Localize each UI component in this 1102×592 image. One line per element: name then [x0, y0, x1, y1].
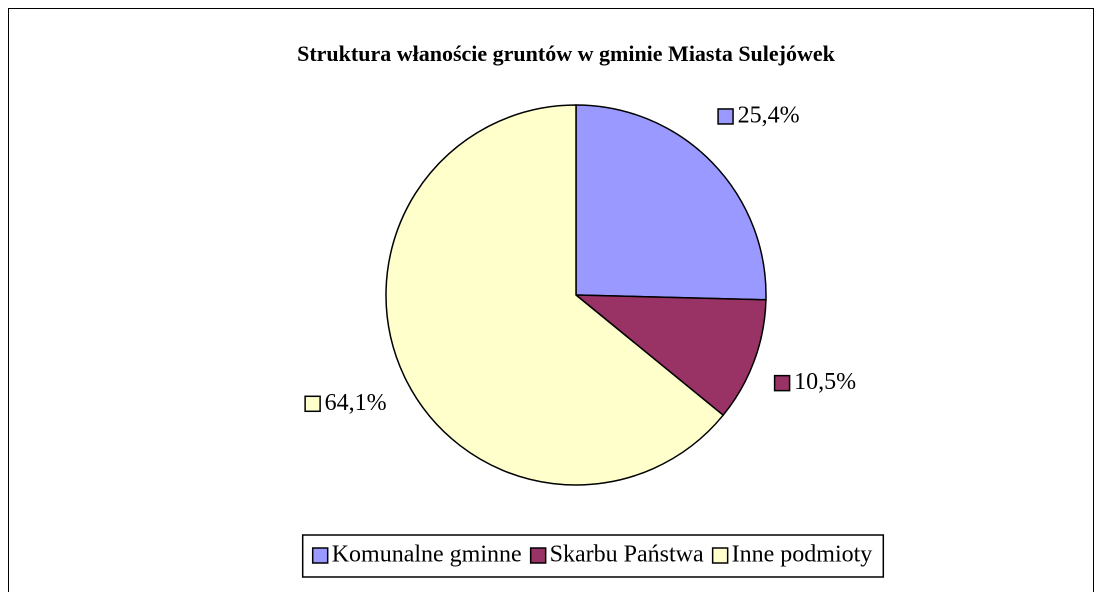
data-label-text: 64,1% — [325, 390, 387, 416]
pie-slice — [385, 104, 725, 486]
legend-label: Komunalne gminne — [332, 542, 522, 568]
data-label-marker — [717, 108, 734, 125]
pie-slice — [575, 104, 767, 301]
data-label: 10,5% — [773, 369, 856, 395]
legend-marker — [529, 547, 547, 564]
legend-marker — [711, 547, 729, 564]
data-label-text: 25,4% — [738, 102, 800, 128]
chart-title: Struktura włanoście gruntów w gminie Mia… — [297, 41, 836, 66]
data-label-marker — [304, 395, 321, 413]
legend-marker — [311, 547, 329, 564]
pie-slice — [573, 294, 767, 417]
legend-label: Inne podmioty — [732, 542, 873, 568]
data-label: 25,4% — [717, 102, 800, 128]
legend: Komunalne gminne Skarbu Państwa Inne podmi… — [301, 534, 885, 578]
legend-label: Skarbu Państwa — [550, 542, 704, 568]
data-label-text: 10,5% — [794, 369, 856, 395]
legend-box — [301, 534, 885, 578]
data-label-marker — [773, 374, 791, 392]
data-label: 64,1% — [304, 390, 387, 416]
